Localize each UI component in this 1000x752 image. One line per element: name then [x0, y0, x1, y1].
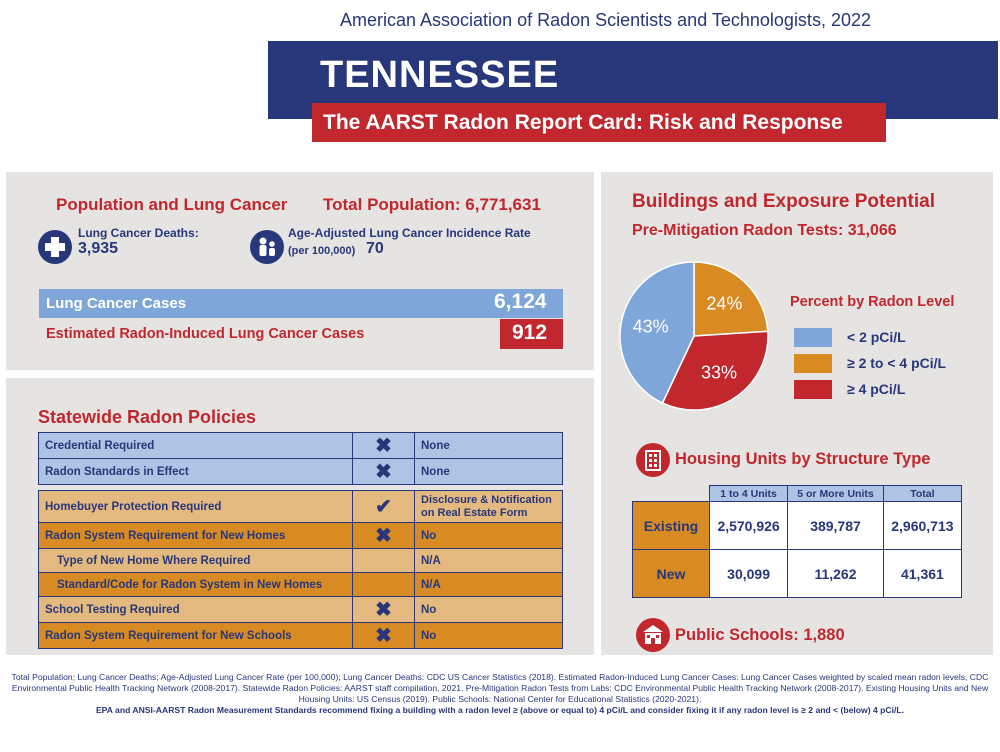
policy-label: Type of New Home Where Required: [38, 548, 353, 573]
policy-label: Radon Standards in Effect: [38, 458, 353, 485]
pie-slice-1: [693, 261, 769, 337]
table-row: Homebuyer Protection Required ✔ Disclosu…: [38, 490, 563, 523]
housing-row-label: New: [632, 549, 710, 598]
checkmark-icon: ✔: [352, 490, 415, 523]
deaths-label: Lung Cancer Deaths:: [78, 226, 199, 240]
pie-label-0: 43%: [633, 316, 669, 336]
legend-swatch-low: [794, 328, 832, 347]
housing-cell: 389,787: [787, 501, 884, 550]
table-row: School Testing Required ✖ No: [38, 596, 563, 623]
table-row: New 30,099 11,262 41,361: [632, 549, 963, 598]
policy-value: None: [414, 458, 563, 485]
state-name: TENNESSEE: [320, 54, 560, 96]
medical-cross-icon: [38, 230, 72, 264]
legend-label-low: < 2 pCi/L: [847, 329, 906, 345]
housing-cell: 2,570,926: [708, 501, 789, 550]
table-row: Credential Required ✖ None: [38, 432, 563, 459]
housing-cell: 11,262: [787, 549, 884, 598]
legend-label-mid: ≥ 2 to < 4 pCi/L: [847, 355, 947, 371]
footer-sources: Total Population; Lung Cancer Deaths; Ag…: [11, 672, 989, 704]
x-mark-icon: ✖: [352, 522, 415, 549]
legend-label-high: ≥ 4 pCi/L: [847, 381, 906, 397]
policy-value: Disclosure & Notification on Real Estate…: [414, 490, 563, 523]
legend-title: Percent by Radon Level: [790, 294, 955, 310]
policy-value: N/A: [414, 572, 563, 597]
school-icon: [636, 618, 670, 652]
housing-cell: 30,099: [708, 549, 789, 598]
pie-slice-2: [661, 330, 769, 411]
cases-label: Lung Cancer Cases: [46, 295, 187, 312]
public-schools-label: Public Schools: 1,880: [675, 626, 845, 644]
housing-cell: 2,960,713: [882, 501, 963, 550]
x-mark-icon: ✖: [352, 458, 415, 485]
report-subtitle: The AARST Radon Report Card: Risk and Re…: [323, 111, 843, 134]
people-icon: [250, 230, 284, 264]
population-heading: Population and Lung Cancer: [56, 195, 288, 214]
radon-cases-box: [500, 319, 563, 349]
radon-cases-label: Estimated Radon-Induced Lung Cancer Case…: [46, 326, 365, 342]
policy-mark: [352, 548, 415, 573]
policy-label: Credential Required: [38, 432, 353, 459]
policy-value: None: [414, 432, 563, 459]
cases-value: 6,124: [494, 290, 547, 313]
incidence-sub-label: (per 100,000): [288, 245, 356, 257]
table-row: Type of New Home Where Required N/A: [38, 548, 563, 573]
housing-col-header: Total: [882, 485, 963, 502]
housing-col-header: 1 to 4 Units: [708, 485, 789, 502]
housing-heading: Housing Units by Structure Type: [675, 450, 931, 468]
radon-tests-label: Pre-Mitigation Radon Tests: 31,066: [632, 222, 897, 239]
policy-value: N/A: [414, 548, 563, 573]
population-panel: [6, 172, 594, 370]
housing-cell: 41,361: [882, 549, 963, 598]
building-icon: [636, 443, 670, 477]
housing-corner: [632, 485, 710, 502]
table-row: Radon Standards in Effect ✖ None: [38, 458, 563, 485]
x-mark-icon: ✖: [352, 596, 415, 623]
policies-table: Credential Required ✖ None Radon Standar…: [38, 432, 563, 649]
table-row: Radon System Requirement for New Homes ✖…: [38, 522, 563, 549]
policy-label: Radon System Requirement for New Schools: [38, 622, 353, 649]
subtitle-banner: [312, 103, 886, 142]
footer: Total Population; Lung Cancer Deaths; Ag…: [10, 672, 990, 716]
legend-swatch-high: [794, 380, 832, 399]
policy-value: No: [414, 622, 563, 649]
footer-recommendation: EPA and ANSI-AARST Radon Measurement Sta…: [95, 705, 905, 715]
housing-row-label: Existing: [632, 501, 710, 550]
table-row: Existing 2,570,926 389,787 2,960,713: [632, 501, 963, 550]
policy-label: School Testing Required: [38, 596, 353, 623]
policy-value: No: [414, 596, 563, 623]
legend-swatch-mid: [794, 354, 832, 373]
pie-label-1: 24%: [706, 294, 742, 314]
incidence-label: Age-Adjusted Lung Cancer Incidence Rate: [288, 226, 531, 240]
table-row: Standard/Code for Radon System in New Ho…: [38, 572, 563, 597]
incidence-value: 70: [366, 240, 384, 257]
table-row: Radon System Requirement for New Schools…: [38, 622, 563, 649]
pie-slice-0: [619, 261, 695, 404]
total-population: Total Population: 6,771,631: [323, 195, 541, 214]
pie-label-2: 33%: [701, 363, 737, 383]
lung-cancer-cases-bar: [39, 289, 563, 318]
radon-level-pie-chart: 24% 33% 43%: [619, 261, 769, 411]
policy-value: No: [414, 522, 563, 549]
housing-col-header: 5 or More Units: [787, 485, 884, 502]
policies-heading: Statewide Radon Policies: [38, 407, 257, 427]
buildings-heading: Buildings and Exposure Potential: [632, 191, 935, 212]
organization-title: American Association of Radon Scientists…: [340, 10, 871, 30]
policy-label: Homebuyer Protection Required: [38, 490, 353, 523]
x-mark-icon: ✖: [352, 432, 415, 459]
x-mark-icon: ✖: [352, 622, 415, 649]
policy-label: Radon System Requirement for New Homes: [38, 522, 353, 549]
radon-cases-value: 912: [512, 321, 548, 344]
deaths-value: 3,935: [78, 240, 119, 257]
policy-mark: [352, 572, 415, 597]
policy-label: Standard/Code for Radon System in New Ho…: [38, 572, 353, 597]
housing-table: 1 to 4 Units 5 or More Units Total Exist…: [632, 485, 963, 598]
